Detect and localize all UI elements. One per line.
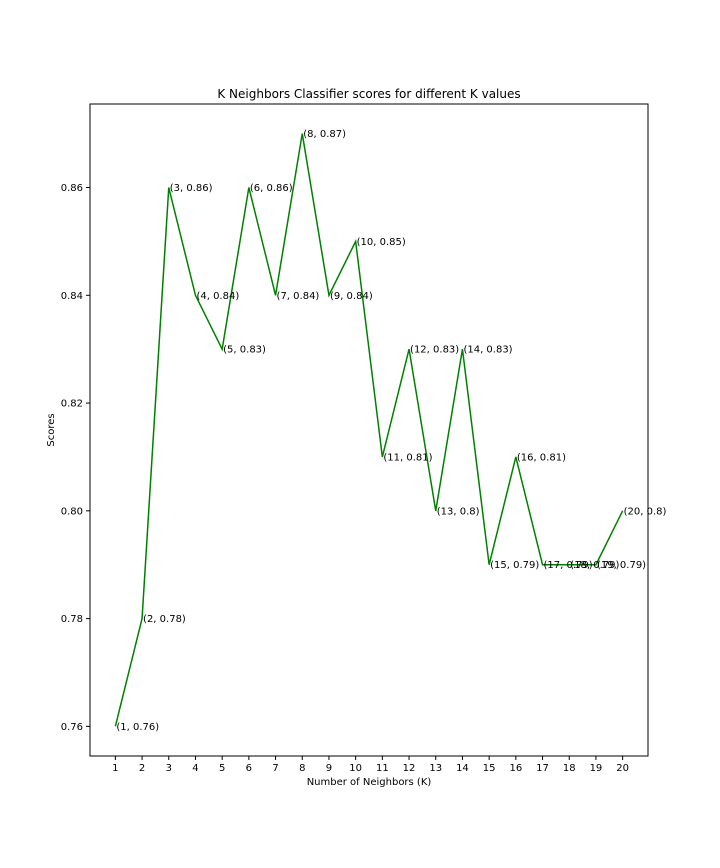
- y-tick-label: 0.84: [61, 291, 83, 302]
- x-tick-label: 4: [192, 763, 198, 774]
- x-tick-label: 18: [563, 763, 576, 774]
- x-tick-label: 7: [272, 763, 278, 774]
- x-tick-label: 17: [536, 763, 549, 774]
- x-tick-label: 8: [299, 763, 305, 774]
- data-label: (19, 0.79): [597, 560, 646, 571]
- data-label: (6, 0.86): [250, 183, 293, 194]
- x-tick-label: 2: [139, 763, 145, 774]
- data-label: (13, 0.8): [437, 506, 480, 517]
- data-label: (20, 0.8): [624, 506, 667, 517]
- x-tick-label: 5: [219, 763, 225, 774]
- data-label: (11, 0.81): [383, 452, 432, 463]
- x-tick-label: 19: [590, 763, 603, 774]
- data-label: (8, 0.87): [303, 129, 346, 140]
- data-label: (1, 0.76): [116, 722, 159, 733]
- x-tick-label: 16: [509, 763, 522, 774]
- x-tick-label: 14: [456, 763, 469, 774]
- x-tick-label: 11: [376, 763, 389, 774]
- y-tick-label: 0.76: [61, 722, 83, 733]
- data-label: (5, 0.83): [223, 345, 266, 356]
- x-tick-label: 12: [403, 763, 416, 774]
- x-tick-label: 20: [616, 763, 629, 774]
- y-tick-label: 0.80: [61, 506, 83, 517]
- x-tick-label: 1: [112, 763, 118, 774]
- x-tick-label: 6: [246, 763, 252, 774]
- data-label: (14, 0.83): [463, 345, 512, 356]
- data-label: (7, 0.84): [277, 291, 320, 302]
- data-label: (10, 0.85): [357, 237, 406, 248]
- data-label: (2, 0.78): [143, 614, 186, 625]
- x-axis-label: Number of Neighbors (K): [307, 777, 432, 788]
- x-tick-label: 9: [326, 763, 332, 774]
- y-tick-label: 0.78: [61, 614, 83, 625]
- data-label: (15, 0.79): [490, 560, 539, 571]
- x-tick-label: 15: [483, 763, 496, 774]
- chart-title: K Neighbors Classifier scores for differ…: [217, 87, 520, 101]
- y-tick-label: 0.86: [61, 183, 83, 194]
- data-label: (16, 0.81): [517, 452, 566, 463]
- data-label: (9, 0.84): [330, 291, 373, 302]
- x-tick-label: 13: [429, 763, 442, 774]
- y-tick-label: 0.82: [61, 399, 83, 410]
- x-tick-label: 10: [349, 763, 362, 774]
- data-label: (12, 0.83): [410, 345, 459, 356]
- data-label: (3, 0.86): [170, 183, 213, 194]
- y-axis-label: Scores: [46, 413, 57, 446]
- x-tick-label: 3: [166, 763, 172, 774]
- data-label: (4, 0.84): [196, 291, 239, 302]
